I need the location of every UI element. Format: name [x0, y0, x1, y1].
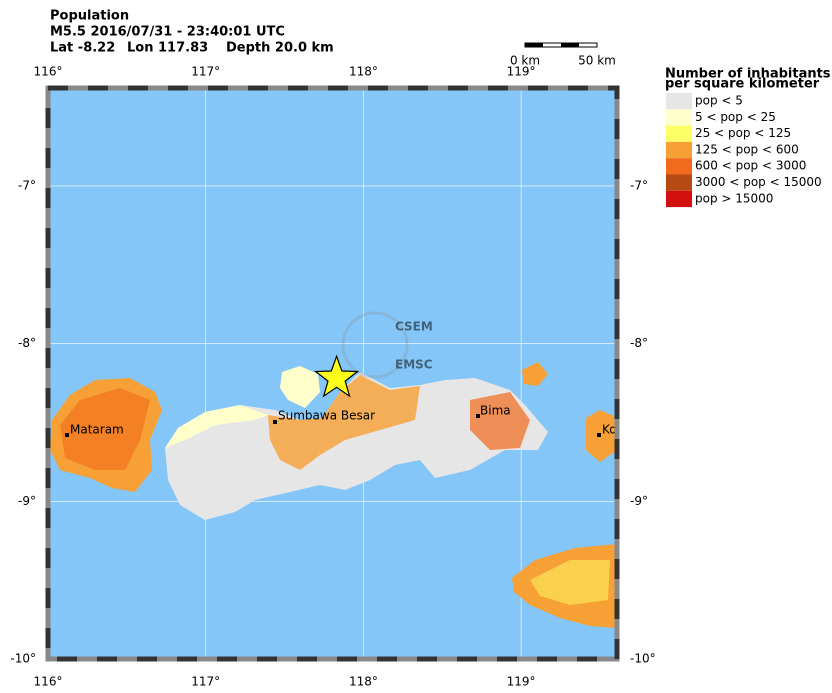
lat-label: -9° — [18, 494, 36, 508]
map-frame — [45, 85, 620, 662]
lon-label: 118° — [349, 65, 378, 79]
legend-swatch — [666, 190, 692, 208]
lon-label: 116° — [34, 65, 63, 79]
legend-swatch — [666, 125, 692, 142]
epicenter — [314, 354, 360, 398]
watermark-emsc: EMSC — [395, 358, 433, 372]
lon: Lon 117.83 — [127, 41, 208, 56]
lon-label: 117° — [191, 675, 220, 689]
legend-label: pop > 15000 — [695, 191, 773, 205]
title: Population — [50, 9, 129, 24]
lat-label: -9° — [630, 494, 648, 508]
legend-label: 125 < pop < 600 — [695, 142, 799, 156]
legend-swatch — [666, 158, 692, 175]
cities — [65, 414, 601, 437]
lon-label: 119° — [507, 65, 536, 79]
legend-label: 3000 < pop < 15000 — [695, 175, 822, 189]
legend-swatch — [666, 93, 692, 110]
scale-end: 50 km — [578, 54, 616, 68]
city-label: Ko — [602, 423, 617, 437]
legend-label: 25 < pop < 125 — [695, 126, 791, 140]
legend-swatch — [666, 109, 692, 126]
lon-label: 118° — [349, 675, 378, 689]
city-label: Bima — [480, 404, 511, 418]
lat-label: -7° — [18, 178, 36, 192]
legend-swatch — [666, 174, 692, 191]
legend-label: 5 < pop < 25 — [695, 110, 776, 124]
city-label: Sumbawa Besar — [278, 409, 375, 423]
legend-title: Number of inhabitants — [665, 67, 831, 82]
city-label: Mataram — [70, 423, 124, 437]
legend-label: 600 < pop < 3000 — [695, 159, 806, 173]
lon-label: 116° — [34, 675, 63, 689]
lat-label: -8° — [630, 336, 648, 350]
lat: Lat -8.22 — [50, 41, 115, 56]
watermark — [341, 311, 409, 379]
legend-swatch — [666, 141, 692, 159]
lat-label: -10° — [630, 652, 656, 666]
lat-label: -10° — [10, 652, 36, 666]
legend-title: per square kilometer — [665, 77, 820, 92]
lat-label: -8° — [18, 336, 36, 350]
land — [50, 362, 617, 628]
lat-label: -7° — [630, 178, 648, 192]
depth: Depth 20.0 km — [226, 41, 334, 56]
scale-start: 0 km — [510, 54, 540, 68]
scale-bar — [524, 42, 598, 48]
lon-label: 119° — [507, 675, 536, 689]
event: M5.5 2016/07/31 - 23:40:01 UTC — [50, 25, 285, 40]
lon-label: 117° — [191, 65, 220, 79]
legend-label: pop < 5 — [695, 94, 743, 108]
watermark-csem: CSEM — [395, 320, 433, 334]
